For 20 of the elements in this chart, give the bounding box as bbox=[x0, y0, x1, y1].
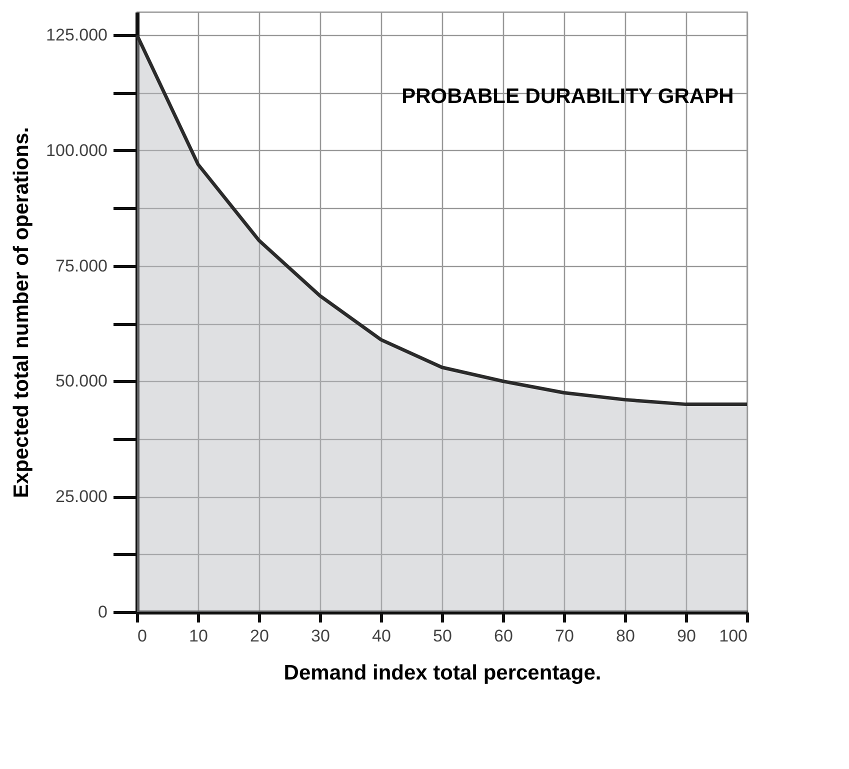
y-tick-label: 75.000 bbox=[56, 256, 108, 276]
y-tick-label: 25.000 bbox=[56, 487, 108, 506]
y-tick-label: 0 bbox=[98, 602, 108, 622]
y-tick-label: 125.000 bbox=[46, 26, 108, 45]
y-tick-label: 50.000 bbox=[56, 372, 108, 391]
x-tick-label: 70 bbox=[555, 626, 574, 646]
x-tick-label: 90 bbox=[677, 626, 696, 646]
x-tick-label: 0 bbox=[138, 626, 147, 646]
x-tick-label: 10 bbox=[189, 626, 208, 646]
x-tick-label: 20 bbox=[250, 626, 269, 646]
x-tick-label: 60 bbox=[494, 626, 513, 646]
x-tick-label: 30 bbox=[311, 626, 330, 646]
x-axis-title: Demand index total percentage. bbox=[284, 662, 602, 684]
x-tick-label: 40 bbox=[372, 626, 391, 646]
x-tick-label: 50 bbox=[433, 626, 452, 646]
y-axis-title: Expected total number of operations. bbox=[10, 126, 34, 498]
y-tick-label: 100.000 bbox=[46, 140, 108, 160]
x-tick-label: 80 bbox=[616, 626, 635, 646]
x-tick-label: 100 bbox=[719, 626, 748, 646]
text: PROBABLE DURABILITY GRAPH bbox=[402, 85, 734, 108]
